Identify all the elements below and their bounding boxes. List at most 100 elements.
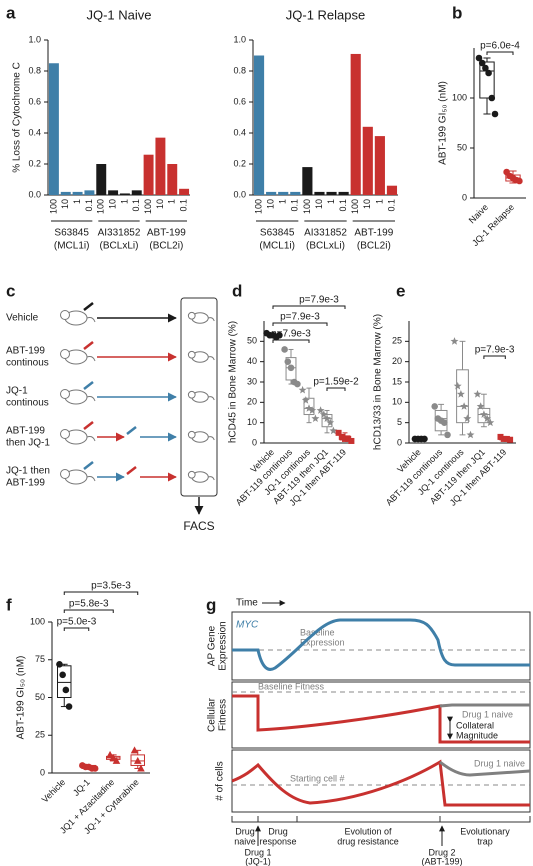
x-tick-label: 100 xyxy=(96,199,106,214)
mouse-icon xyxy=(60,469,70,479)
syringe xyxy=(83,381,94,390)
phase-label: drug resistance xyxy=(337,836,399,846)
track-label: AP Gene xyxy=(207,625,218,666)
bar xyxy=(350,53,361,196)
point xyxy=(311,414,320,422)
event-label: Drug 1 xyxy=(244,847,271,857)
y-tick-label: 25 xyxy=(392,336,402,346)
y-tick-label: 0 xyxy=(397,437,402,447)
row-label: JQ-1 then xyxy=(6,466,50,477)
group-note: (BCL2i) xyxy=(149,241,183,252)
y-tick-label: 20 xyxy=(392,356,402,366)
track-label: # of cells xyxy=(215,761,226,800)
point xyxy=(276,331,283,339)
row-label: ABT-199 xyxy=(6,478,45,489)
syringe xyxy=(126,466,137,475)
point xyxy=(326,418,335,427)
bar xyxy=(131,190,142,195)
y-tick-label: 20 xyxy=(247,397,257,407)
x-tick-label: 1 xyxy=(72,199,82,204)
x-tick-label: 100 xyxy=(350,199,360,214)
significance-bracket xyxy=(272,305,346,309)
y-tick-label: 75 xyxy=(35,654,45,664)
x-tick-label: 0.1 xyxy=(290,199,300,212)
y-tick-label: 0.0 xyxy=(28,189,41,199)
point xyxy=(319,410,328,418)
bar xyxy=(290,191,301,195)
point xyxy=(338,433,345,440)
panel-label: f xyxy=(6,595,12,614)
time-label: Time xyxy=(236,598,258,609)
p-value: p=3.5e-3 xyxy=(91,581,131,592)
panel-label: b xyxy=(452,3,462,22)
point xyxy=(301,396,310,404)
mouse-tail xyxy=(86,396,96,402)
mouse-icon xyxy=(187,311,196,320)
mouse-tail xyxy=(208,436,215,441)
x-tick-label: 1 xyxy=(119,199,129,204)
x-tick-label: 10 xyxy=(107,199,117,209)
syringe xyxy=(83,461,94,470)
bar xyxy=(386,185,398,195)
significance-bracket xyxy=(63,609,114,613)
row-label: continous xyxy=(6,398,49,409)
y-axis-label: hCD45 in Bone Marrow (%) xyxy=(228,321,239,443)
mouse-icon xyxy=(60,429,70,439)
y-tick-label: 0.8 xyxy=(233,65,246,75)
x-tick-label: 1 xyxy=(278,199,288,204)
chart-title: JQ-1 Relapse xyxy=(286,7,365,22)
point xyxy=(62,686,70,694)
y-tick-label: 15 xyxy=(392,376,402,386)
bar xyxy=(72,191,83,195)
track-label: Cellular xyxy=(207,697,218,732)
p-value: p=7.9e-3 xyxy=(271,329,311,340)
expression-curve xyxy=(232,618,530,671)
mouse-tail xyxy=(208,317,215,322)
collection-box xyxy=(180,297,218,497)
panel-label: d xyxy=(232,281,242,300)
phase-label: Drug xyxy=(268,826,288,836)
gap-label: Magnitude xyxy=(456,730,498,740)
row-label: ABT-199 xyxy=(6,426,45,437)
p-value: p=7.9e-3 xyxy=(475,345,515,356)
syringe xyxy=(83,341,94,350)
point xyxy=(466,430,475,439)
row-label: continous xyxy=(6,358,49,369)
point xyxy=(444,431,451,439)
point xyxy=(503,435,510,442)
bar xyxy=(266,191,277,195)
x-tick-label: 10 xyxy=(266,199,276,209)
bar xyxy=(278,191,289,195)
bar xyxy=(362,126,373,195)
group-note: (MCL1i) xyxy=(259,241,295,252)
bar xyxy=(60,191,71,195)
group-note: (BCL2i) xyxy=(357,241,391,252)
mouse-icon xyxy=(60,389,70,399)
row-label: ABT-199 xyxy=(6,346,45,357)
point xyxy=(112,756,121,764)
y-axis-label: hCD13/33 in Bone Marrow (%) xyxy=(373,314,384,450)
point xyxy=(287,364,295,372)
y-tick-label: 0 xyxy=(252,437,257,447)
y-tick-label: 100 xyxy=(452,92,467,102)
point xyxy=(475,54,483,62)
fitness-branch xyxy=(439,703,530,708)
bar xyxy=(119,193,130,195)
mouse-icon xyxy=(187,350,196,359)
significance-bracket xyxy=(63,627,90,631)
bar xyxy=(338,191,349,195)
x-tick-label: 100 xyxy=(302,199,312,214)
point xyxy=(479,410,488,418)
bar xyxy=(48,63,59,195)
y-tick-label: 25 xyxy=(35,730,45,740)
p-value: p=5.0e-3 xyxy=(57,617,97,628)
row-label: JQ-1 xyxy=(6,386,28,397)
point xyxy=(473,390,482,398)
y-tick-label: 0.4 xyxy=(28,127,41,137)
y-tick-label: 0.2 xyxy=(233,158,246,168)
point xyxy=(329,426,338,435)
cells-curve xyxy=(231,759,530,807)
mouse-tail xyxy=(86,317,96,323)
phase-label: response xyxy=(259,836,296,846)
point xyxy=(485,69,492,77)
